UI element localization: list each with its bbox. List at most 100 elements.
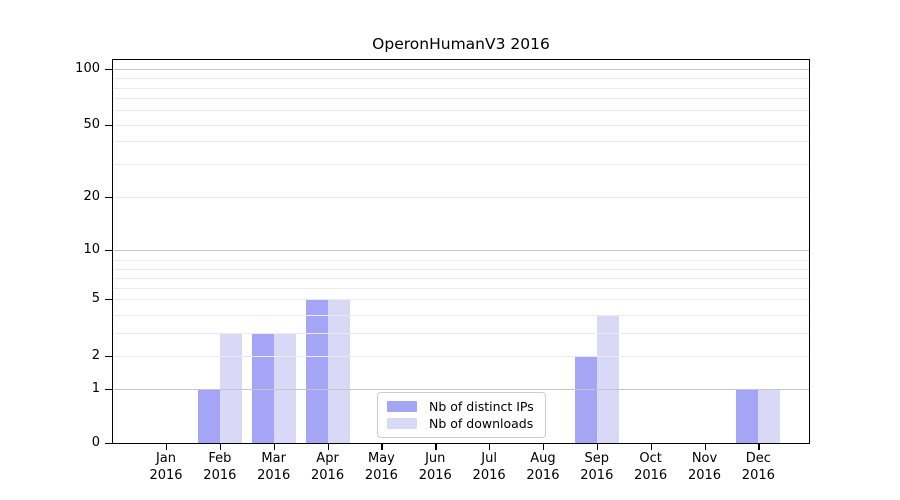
x-tick-label-nov: Nov 2016 — [673, 450, 737, 484]
x-tick-year: 2016 — [580, 468, 614, 483]
gridline-major-100 — [113, 69, 809, 70]
y-tick-mark-20 — [105, 197, 112, 199]
x-tick-year: 2016 — [257, 468, 291, 483]
gridline-minor-30 — [113, 164, 809, 165]
gridline-major-1 — [113, 389, 809, 390]
bar-nb-of-distinct-ips-mar — [251, 333, 274, 443]
x-tick-mark-jul — [489, 444, 491, 450]
x-tick-label-jun: Jun 2016 — [403, 450, 467, 484]
x-tick-month: Aug — [530, 451, 556, 466]
gridline-minor-80 — [113, 88, 809, 89]
x-tick-year: 2016 — [149, 468, 183, 483]
y-tick-label-1: 1 — [91, 381, 100, 396]
x-tick-year: 2016 — [203, 468, 237, 483]
gridline-minor-6 — [113, 288, 809, 289]
y-tick-mark-2 — [105, 356, 112, 358]
plot-area — [112, 59, 810, 444]
x-tick-month: Sep — [584, 451, 610, 466]
x-tick-mark-dec — [758, 444, 760, 450]
y-tick-mark-1 — [105, 389, 112, 391]
gridline-minor-8 — [113, 269, 809, 270]
y-tick-mark-5 — [105, 299, 112, 301]
x-tick-month: Nov — [691, 451, 718, 466]
gridline-minor-20 — [113, 197, 809, 198]
x-tick-year: 2016 — [687, 468, 722, 483]
legend: Nb of distinct IPs Nb of downloads — [377, 392, 546, 438]
x-tick-year: 2016 — [526, 468, 560, 483]
legend-item-downloads: Nb of downloads — [387, 416, 534, 431]
x-tick-mark-aug — [542, 444, 545, 450]
x-tick-mark-jun — [435, 444, 437, 450]
x-tick-month: Dec — [745, 451, 771, 466]
y-tick-mark-50 — [105, 125, 112, 127]
x-tick-label-mar: Mar 2016 — [242, 450, 306, 484]
x-tick-year: 2016 — [741, 468, 775, 483]
legend-label-downloads: Nb of downloads — [429, 416, 534, 431]
y-tick-mark-10 — [105, 250, 112, 252]
gridline-minor-5 — [113, 299, 809, 300]
gridline-minor-7 — [113, 278, 809, 279]
x-tick-year: 2016 — [418, 468, 452, 483]
y-tick-label-20: 20 — [83, 189, 100, 204]
bar-nb-of-downloads-feb — [219, 333, 242, 443]
gridline-minor-4 — [113, 315, 809, 316]
x-tick-label-jan: Jan 2016 — [134, 450, 198, 484]
x-tick-mark-feb — [219, 444, 222, 450]
x-tick-month: Feb — [208, 451, 232, 466]
legend-label-distinct-ips: Nb of distinct IPs — [429, 399, 534, 414]
y-tick-mark-0 — [105, 443, 112, 445]
gridline-major-10 — [113, 250, 809, 251]
x-tick-mark-oct — [650, 444, 653, 450]
x-tick-year: 2016 — [311, 468, 345, 483]
bar-nb-of-downloads-mar — [273, 333, 296, 443]
gridline-minor-60 — [113, 110, 809, 111]
x-tick-label-may: May 2016 — [349, 450, 413, 484]
y-tick-label-2: 2 — [91, 348, 100, 363]
x-tick-label-oct: Oct 2016 — [619, 450, 683, 484]
x-tick-mark-jan — [166, 444, 168, 450]
bar-nb-of-distinct-ips-feb — [197, 389, 220, 443]
y-tick-label-50: 50 — [83, 117, 100, 132]
x-tick-year: 2016 — [472, 468, 506, 483]
x-tick-mark-apr — [327, 444, 329, 450]
x-tick-label-feb: Feb 2016 — [188, 450, 252, 484]
y-tick-label-5: 5 — [91, 291, 100, 306]
y-tick-label-10: 10 — [83, 242, 100, 257]
x-tick-label-dec: Dec 2016 — [726, 450, 790, 484]
x-tick-label-sep: Sep 2016 — [565, 450, 629, 484]
y-tick-label-0: 0 — [91, 435, 100, 450]
x-tick-mark-may — [381, 444, 383, 450]
bar-nb-of-downloads-sep — [596, 315, 619, 443]
gridline-minor-40 — [113, 141, 809, 142]
y-tick-mark-100 — [105, 69, 112, 71]
x-tick-month: Jan — [155, 451, 177, 466]
y-tick-label-100: 100 — [75, 61, 100, 76]
gridline-minor-70 — [113, 98, 809, 99]
x-tick-month: Oct — [639, 451, 662, 466]
bar-nb-of-distinct-ips-dec — [736, 389, 759, 443]
x-tick-mark-mar — [273, 444, 276, 450]
bar-nb-of-downloads-dec — [758, 389, 781, 443]
bar-nb-of-distinct-ips-apr — [305, 299, 328, 443]
bar-nb-of-distinct-ips-sep — [574, 356, 597, 443]
gridline-minor-50 — [113, 125, 809, 126]
x-tick-label-jul: Jul 2016 — [457, 450, 521, 484]
gridline-minor-90 — [113, 78, 809, 79]
x-tick-label-aug: Aug 2016 — [511, 450, 575, 484]
x-tick-year: 2016 — [364, 468, 398, 483]
x-tick-month: Jun — [425, 451, 446, 466]
legend-swatch-downloads — [387, 418, 417, 429]
x-tick-year: 2016 — [634, 468, 668, 483]
gridline-minor-3 — [113, 333, 809, 334]
legend-item-distinct-ips: Nb of distinct IPs — [387, 399, 534, 414]
bar-nb-of-downloads-apr — [327, 299, 350, 443]
x-tick-month: Jul — [481, 451, 497, 466]
gridline-minor-2 — [113, 356, 809, 357]
x-tick-month: Mar — [261, 451, 286, 466]
legend-swatch-distinct-ips — [387, 401, 417, 412]
x-tick-month: May — [367, 451, 395, 466]
x-tick-mark-sep — [596, 444, 599, 450]
x-tick-mark-nov — [704, 444, 706, 450]
chart-title: OperonHumanV3 2016 — [372, 35, 550, 53]
